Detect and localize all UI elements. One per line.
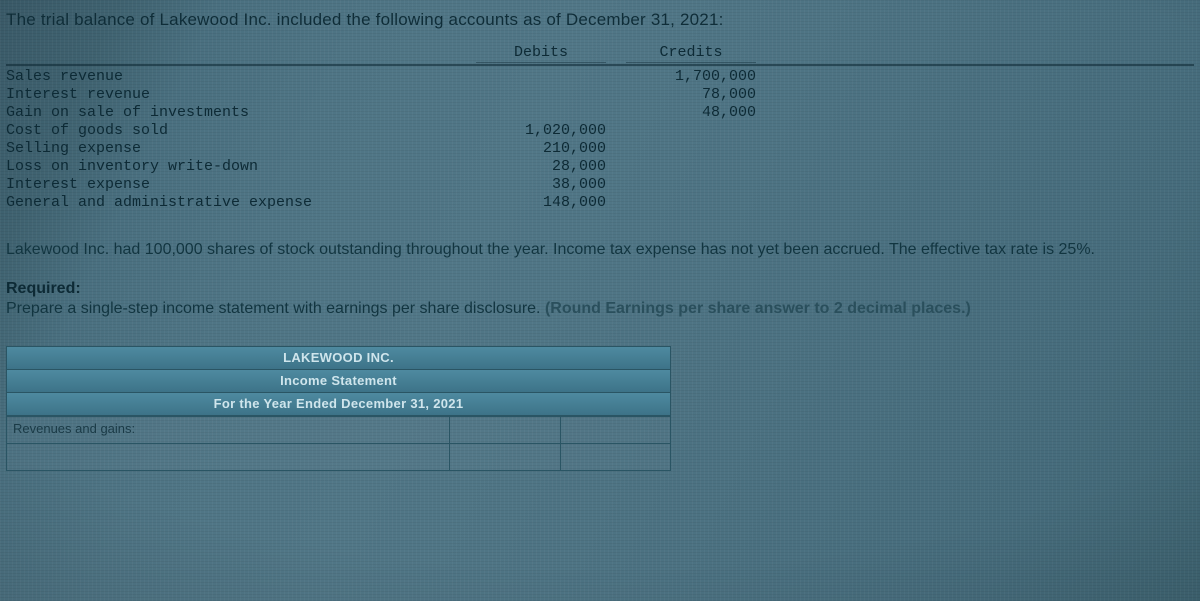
problem-page: The trial balance of Lakewood Inc. inclu… (0, 0, 1200, 471)
answer-row-label: Revenues and gains: (7, 417, 450, 443)
answer-row-revenues: Revenues and gains: (6, 416, 671, 444)
debit-cell: 148,000 (476, 194, 606, 212)
credit-cell (626, 176, 756, 194)
account-name: Gain on sale of investments (6, 104, 476, 122)
answer-header-period: For the Year Ended December 31, 2021 (6, 393, 671, 416)
answer-input-cell[interactable] (561, 417, 671, 443)
header-spacer (6, 44, 476, 63)
debit-cell: 210,000 (476, 140, 606, 158)
context-paragraph: Lakewood Inc. had 100,000 shares of stoc… (6, 240, 1194, 260)
answer-area: LAKEWOOD INC. Income Statement For the Y… (6, 346, 671, 471)
table-row: Selling expense 210,000 (6, 140, 1194, 158)
credit-cell (626, 194, 756, 212)
answer-header-company: LAKEWOOD INC. (6, 346, 671, 370)
debit-cell: 28,000 (476, 158, 606, 176)
debit-cell (476, 104, 606, 122)
required-text: Prepare a single-step income statement w… (6, 300, 1194, 318)
account-name: Interest revenue (6, 86, 476, 104)
required-label: Required: (6, 280, 1194, 298)
table-row: Gain on sale of investments 48,000 (6, 104, 1194, 122)
table-row: Interest revenue 78,000 (6, 86, 1194, 104)
answer-input-cell[interactable] (561, 444, 671, 470)
credit-cell (626, 158, 756, 176)
debit-cell (476, 68, 606, 86)
account-name: Sales revenue (6, 68, 476, 86)
required-text-main: Prepare a single-step income statement w… (6, 300, 545, 317)
account-name: Cost of goods sold (6, 122, 476, 140)
table-row: General and administrative expense 148,0… (6, 194, 1194, 212)
table-row: Cost of goods sold 1,020,000 (6, 122, 1194, 140)
answer-header-title: Income Statement (6, 370, 671, 393)
debit-cell: 38,000 (476, 176, 606, 194)
credit-cell: 1,700,000 (626, 68, 756, 86)
header-credits: Credits (626, 44, 756, 63)
answer-input-cell[interactable] (450, 417, 561, 443)
trial-balance-header-row: Debits Credits (6, 44, 1194, 66)
table-row: Loss on inventory write-down 28,000 (6, 158, 1194, 176)
required-hint: (Round Earnings per share answer to 2 de… (545, 300, 971, 317)
header-debits: Debits (476, 44, 606, 63)
credit-cell: 48,000 (626, 104, 756, 122)
answer-row-blank (6, 444, 671, 471)
debit-cell (476, 86, 606, 104)
credit-cell: 78,000 (626, 86, 756, 104)
credit-cell (626, 140, 756, 158)
credit-cell (626, 122, 756, 140)
account-name: Selling expense (6, 140, 476, 158)
account-name: Loss on inventory write-down (6, 158, 476, 176)
intro-text: The trial balance of Lakewood Inc. inclu… (6, 10, 1194, 30)
table-row: Interest expense 38,000 (6, 176, 1194, 194)
answer-input-cell[interactable] (450, 444, 561, 470)
account-name: General and administrative expense (6, 194, 476, 212)
answer-row-label-input[interactable] (7, 444, 450, 470)
trial-balance-table: Debits Credits Sales revenue 1,700,000 I… (6, 44, 1194, 212)
table-row: Sales revenue 1,700,000 (6, 68, 1194, 86)
account-name: Interest expense (6, 176, 476, 194)
debit-cell: 1,020,000 (476, 122, 606, 140)
